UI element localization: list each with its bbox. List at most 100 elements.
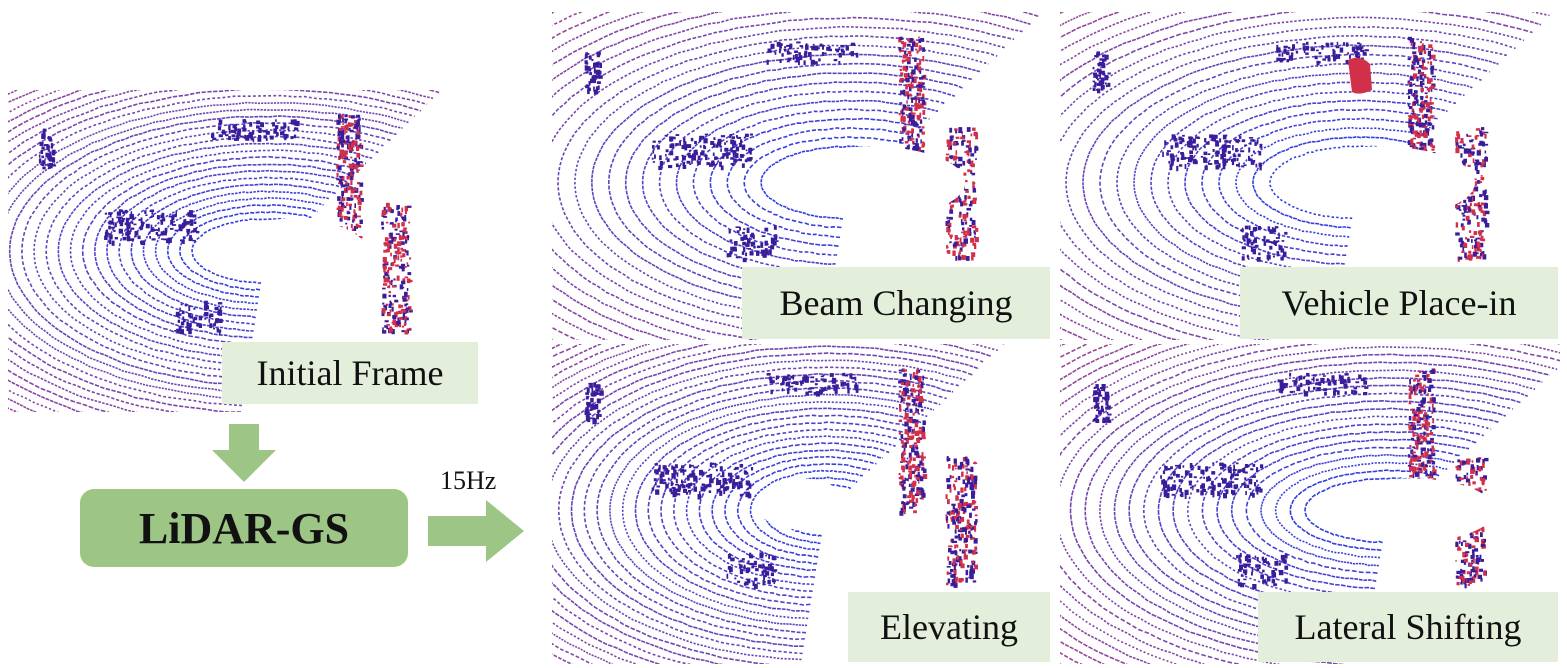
object-point xyxy=(1432,466,1435,470)
object-point xyxy=(1476,255,1481,259)
object-point xyxy=(1232,158,1236,162)
object-point xyxy=(1233,473,1237,476)
object-point xyxy=(714,164,717,166)
object-point xyxy=(792,54,795,60)
object-point xyxy=(968,530,971,534)
scan-ring xyxy=(8,94,416,407)
object-point xyxy=(1209,134,1214,139)
object-point xyxy=(966,127,971,132)
object-point xyxy=(736,230,740,234)
object-point xyxy=(1273,583,1278,586)
object-point xyxy=(918,98,921,104)
object-point xyxy=(905,68,908,72)
object-point xyxy=(900,90,903,95)
object-point xyxy=(686,144,692,148)
object-point xyxy=(104,235,108,240)
object-point xyxy=(688,149,691,152)
object-point xyxy=(1098,62,1104,67)
object-point xyxy=(949,241,952,244)
object-point xyxy=(1322,375,1326,377)
object-point xyxy=(770,380,775,384)
scan-ring xyxy=(1128,384,1521,636)
object-point xyxy=(1178,479,1183,483)
object-point xyxy=(1409,81,1412,87)
object-point xyxy=(773,225,777,230)
object-point xyxy=(907,94,910,100)
object-point xyxy=(958,250,963,252)
object-point xyxy=(725,153,729,156)
object-point xyxy=(974,564,978,570)
object-point xyxy=(1411,451,1416,454)
object-point xyxy=(950,539,952,543)
object-point xyxy=(917,479,920,482)
object-point xyxy=(1415,472,1420,477)
object-point xyxy=(585,392,589,395)
object-point xyxy=(974,484,977,490)
object-point xyxy=(922,110,926,115)
object-point xyxy=(1178,136,1182,141)
object-point xyxy=(347,174,350,179)
object-point xyxy=(1249,142,1252,145)
object-point xyxy=(349,197,354,201)
object-point xyxy=(1484,202,1488,205)
object-point xyxy=(685,491,689,495)
object-point xyxy=(963,200,966,205)
object-point xyxy=(1460,223,1464,228)
object-point xyxy=(1241,483,1245,486)
object-point xyxy=(1426,433,1430,437)
object-point xyxy=(756,245,761,249)
object-point xyxy=(1476,151,1481,156)
object-point xyxy=(403,227,407,230)
object-point xyxy=(228,124,231,130)
object-point xyxy=(948,225,951,229)
object-point xyxy=(1201,483,1205,489)
object-point xyxy=(767,48,772,53)
object-point xyxy=(949,487,952,493)
object-point xyxy=(1241,256,1245,261)
object-point xyxy=(963,549,968,552)
object-point xyxy=(1359,43,1362,48)
object-point xyxy=(1420,387,1425,390)
object-point xyxy=(971,490,976,495)
object-point xyxy=(1413,100,1416,106)
object-point xyxy=(1408,392,1412,398)
object-point xyxy=(787,377,791,381)
object-point xyxy=(1248,147,1251,153)
object-point xyxy=(1416,379,1421,382)
object-point xyxy=(784,46,787,49)
object-point xyxy=(1181,153,1185,159)
object-point xyxy=(962,527,967,532)
object-point xyxy=(1243,239,1246,242)
object-point xyxy=(659,478,664,484)
object-point xyxy=(962,255,967,260)
object-point xyxy=(1296,41,1298,44)
object-point xyxy=(593,86,595,92)
object-point xyxy=(204,300,208,306)
object-point xyxy=(749,554,754,559)
object-point xyxy=(399,316,404,320)
object-point xyxy=(1455,137,1459,143)
object-point xyxy=(1428,101,1432,105)
object-point xyxy=(349,185,352,190)
object-point xyxy=(1223,478,1227,483)
object-point xyxy=(196,323,199,327)
object-point xyxy=(914,57,917,62)
object-point xyxy=(1094,390,1097,396)
object-point xyxy=(1258,151,1262,156)
object-point xyxy=(1475,135,1480,137)
object-point xyxy=(766,59,769,65)
object-point xyxy=(960,516,965,522)
object-point xyxy=(345,182,349,185)
object-point xyxy=(960,136,965,140)
object-point xyxy=(1274,572,1277,578)
object-point xyxy=(1222,164,1226,170)
object-point xyxy=(402,297,407,302)
object-point xyxy=(244,134,247,140)
object-point xyxy=(966,150,970,155)
object-point xyxy=(1477,222,1480,227)
object-point xyxy=(764,251,769,255)
object-point xyxy=(682,155,686,161)
object-point xyxy=(342,154,344,160)
object-point xyxy=(1471,576,1477,579)
object-point xyxy=(1336,390,1340,395)
